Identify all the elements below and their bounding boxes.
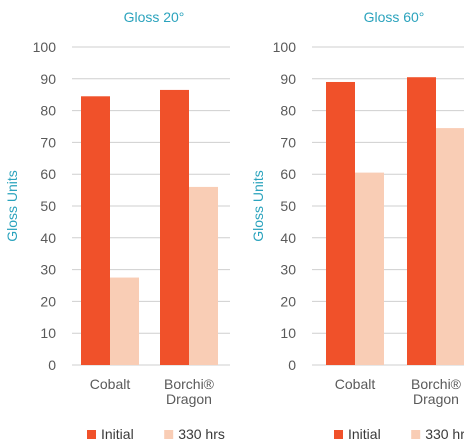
y-tick-label: 50: [280, 198, 296, 214]
y-tick-label: 30: [280, 262, 296, 278]
y-axis-label: Gloss Units: [4, 170, 20, 242]
x-category-label: Dragon: [413, 391, 459, 407]
y-tick-label: 0: [288, 357, 296, 373]
y-tick-label: 100: [33, 39, 57, 55]
x-category-label: Cobalt: [335, 376, 376, 392]
y-tick-label: 60: [280, 166, 296, 182]
y-tick-label: 70: [40, 134, 56, 150]
bar-330-hrs-2: [436, 128, 464, 365]
y-tick-label: 10: [40, 325, 56, 341]
chart-title: Gloss 20°: [124, 9, 185, 25]
legend-swatch: [87, 430, 96, 439]
legend-label: Initial: [101, 426, 134, 442]
y-tick-label: 90: [40, 71, 56, 87]
chart-panel-1: Gloss 20° Gloss Units 0 10 20 30 40 50 60 70 80 90 1…: [4, 9, 230, 442]
y-tick-label: 20: [280, 293, 296, 309]
y-tick-label: 10: [280, 325, 296, 341]
x-category-label: Borchi®: [411, 376, 462, 392]
y-tick-label: 100: [273, 39, 297, 55]
legend-label: 330 hrs: [178, 426, 225, 442]
chart-panel-2: Gloss 60° Gloss Units 0 10 20 30 40 50 60 70 80 90 1…: [250, 9, 464, 442]
bar-initial-2: [407, 77, 436, 366]
bar-330-hrs-1: [355, 172, 384, 365]
legend-label: 330 hrs: [425, 426, 464, 442]
legend-swatch: [411, 430, 421, 439]
y-tick-label: 80: [280, 103, 296, 119]
legend-swatch: [164, 430, 174, 439]
y-tick-label: 40: [280, 230, 296, 246]
y-tick-label: 50: [40, 198, 56, 214]
y-tick-label: 60: [40, 166, 56, 182]
legend-swatch: [334, 430, 343, 439]
y-tick-label: 40: [40, 230, 56, 246]
y-tick-label: 20: [40, 293, 56, 309]
bar-330-hrs-2: [189, 186, 218, 365]
chart-title: Gloss 60°: [364, 9, 425, 25]
bar-initial-1: [81, 96, 110, 365]
legend-label: Initial: [348, 426, 381, 442]
bar-initial-2: [160, 89, 189, 366]
y-tick-label: 0: [48, 357, 56, 373]
y-axis-label: Gloss Units: [250, 170, 266, 242]
y-tick-label: 90: [280, 71, 296, 87]
y-tick-label: 80: [40, 103, 56, 119]
bar-initial-1: [326, 81, 355, 365]
y-tick-label: 70: [280, 134, 296, 150]
x-category-label: Cobalt: [90, 376, 131, 392]
x-category-label: Borchi®: [164, 376, 215, 392]
y-tick-label: 30: [40, 262, 56, 278]
bar-330-hrs-1: [110, 277, 139, 365]
x-category-label: Dragon: [166, 391, 212, 407]
